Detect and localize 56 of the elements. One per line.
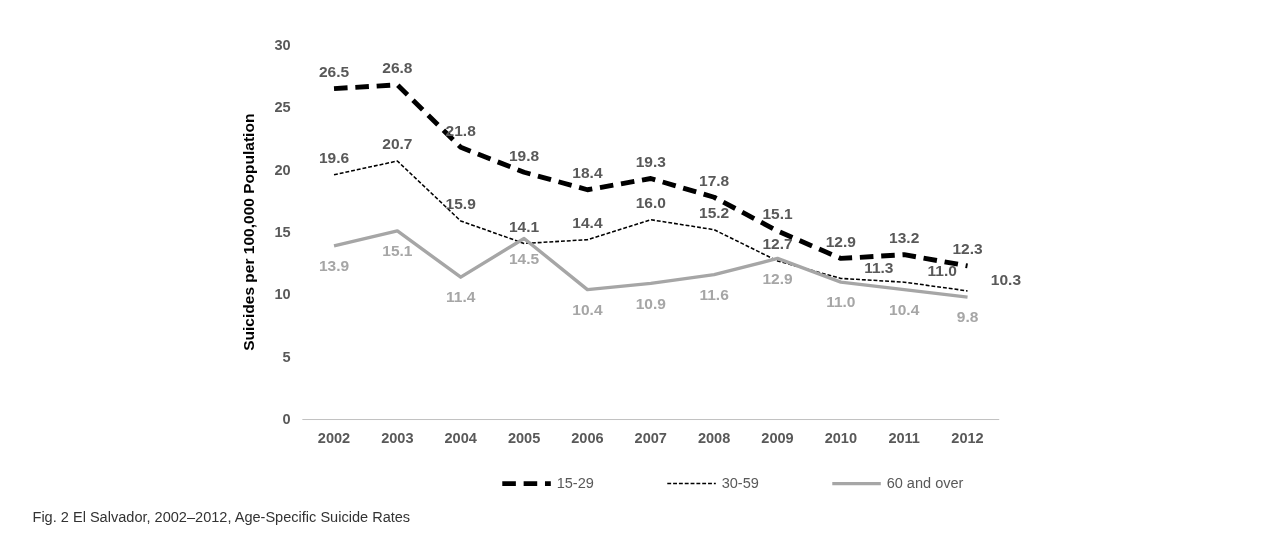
data-label: 15.2 — [699, 204, 730, 222]
data-label: 12.3 — [952, 240, 984, 258]
y-tick-label: 20 — [274, 161, 291, 178]
data-label: 18.4 — [572, 164, 603, 182]
data-label: 10.4 — [572, 300, 603, 318]
x-tick-label: 2012 — [951, 429, 984, 446]
data-label: 9.8 — [956, 308, 979, 326]
data-label: 11.4 — [446, 288, 476, 306]
x-tick-label: 2007 — [634, 429, 667, 446]
data-label: 15.9 — [445, 195, 477, 213]
y-tick-label: 0 — [282, 411, 291, 428]
data-label: 13.9 — [318, 257, 350, 275]
y-tick-label: 5 — [282, 348, 291, 365]
data-label: 17.8 — [699, 171, 730, 189]
data-label: 20.7 — [382, 135, 413, 153]
data-label: 10.4 — [889, 300, 920, 318]
y-tick-label: 15 — [274, 224, 291, 241]
data-label: 19.8 — [508, 146, 540, 164]
data-label: 11.6 — [699, 285, 730, 303]
y-tick-label: 25 — [274, 99, 291, 116]
legend-label: 30-59 — [721, 475, 759, 492]
data-label: 26.5 — [318, 62, 350, 80]
data-label: 11.3 — [864, 258, 894, 276]
caption: Fig. 2 El Salvador, 2002–2012, Age-Specific Suicide Rates — [32, 509, 411, 526]
data-label: 14.5 — [508, 249, 540, 267]
data-label: 11.0 — [927, 262, 957, 280]
data-label: 12.9 — [762, 269, 793, 287]
y-axis-title: Suicides per 100,000 Population — [239, 113, 257, 351]
data-label: 21.8 — [445, 121, 477, 139]
legend-label: 15-29 — [556, 475, 594, 492]
x-tick-label: 2011 — [888, 429, 920, 446]
y-tick-label: 10 — [274, 286, 291, 303]
data-label: 10.3 — [990, 271, 1022, 289]
data-label: 16.0 — [635, 194, 666, 212]
data-label: 14.4 — [572, 214, 603, 232]
data-label: 19.6 — [318, 149, 350, 167]
x-tick-label: 2002 — [317, 429, 351, 446]
data-label: 13.2 — [889, 229, 920, 247]
data-label: 11.0 — [826, 293, 856, 311]
x-tick-label: 2009 — [761, 429, 794, 446]
x-tick-label: 2003 — [381, 429, 414, 446]
x-tick-label: 2008 — [697, 429, 731, 446]
data-label: 26.8 — [382, 59, 413, 77]
x-tick-label: 2005 — [507, 429, 541, 446]
data-label: 19.3 — [635, 152, 667, 170]
x-tick-label: 2006 — [571, 429, 604, 446]
data-label: 14.1 — [508, 217, 540, 235]
x-tick-label: 2010 — [824, 429, 858, 446]
data-label: 15.1 — [762, 205, 793, 223]
data-label: 15.1 — [382, 242, 413, 260]
data-label: 12.9 — [825, 232, 857, 250]
legend-label: 60 and over — [886, 475, 964, 492]
data-label: 10.9 — [635, 294, 667, 312]
y-tick-label: 30 — [274, 36, 291, 53]
data-label: 12.7 — [762, 235, 793, 253]
x-tick-label: 2004 — [444, 429, 478, 446]
